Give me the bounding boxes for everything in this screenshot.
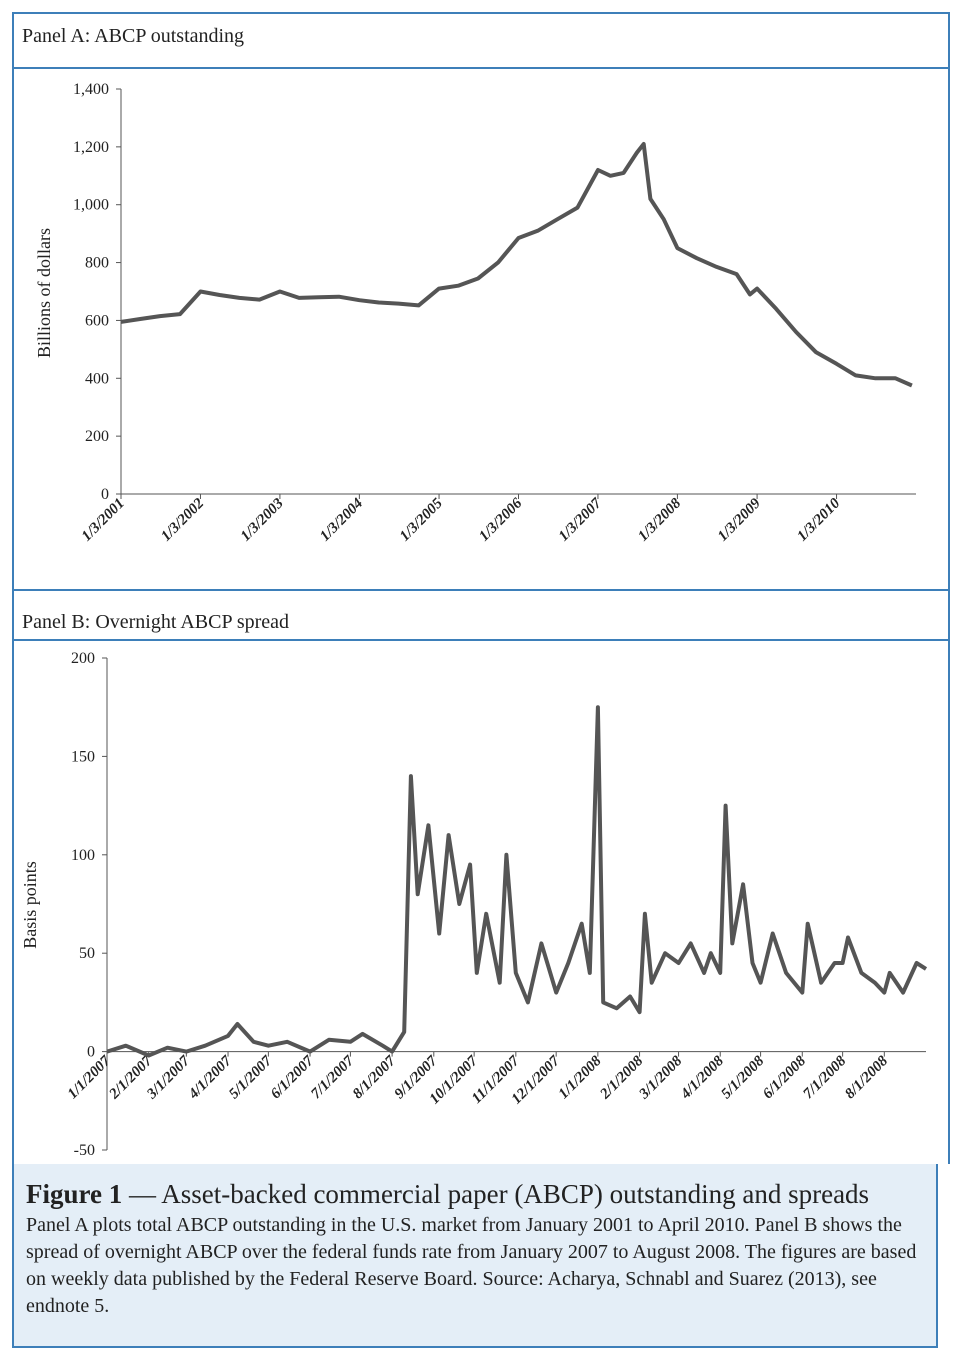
figure-charts: Panel A: ABCP outstanding Panel B: Overn… — [12, 12, 950, 1164]
panel-title: Panel A: ABCP outstanding — [22, 25, 244, 47]
data-line — [106, 705, 928, 1058]
caption-body: Panel A plots total ABCP outstanding in … — [26, 1214, 917, 1317]
y-tick-label: 400 — [85, 370, 109, 387]
y-tick-label: 600 — [85, 312, 109, 329]
y-tick-label: 200 — [71, 650, 95, 667]
y-tick-label: 1,000 — [73, 197, 109, 214]
caption-title: Figure 1 — Asset-backed commercial paper… — [26, 1178, 936, 1210]
x-tick-label: 8/1/2008 — [842, 1053, 891, 1102]
caption-label: Figure 1 — [26, 1179, 123, 1209]
x-tick-label: 6/1/2007 — [268, 1053, 317, 1102]
x-tick-label: 1/3/2004 — [317, 495, 366, 544]
x-tick-label: 1/3/2007 — [556, 495, 605, 544]
x-tick-label: 1/3/2008 — [635, 495, 684, 544]
y-tick-label: 1,200 — [73, 139, 109, 156]
y-tick-label: 100 — [71, 847, 95, 864]
x-tick-label: 5/1/2008 — [718, 1053, 767, 1102]
x-tick-label: 7/1/2008 — [800, 1053, 849, 1102]
y-tick-label: 0 — [87, 1044, 95, 1061]
frame — [12, 12, 950, 1164]
x-tick-label: 7/1/2007 — [308, 1053, 357, 1102]
y-axis-label: Billions of dollars — [34, 228, 54, 358]
x-tick-label: 3/1/2008 — [636, 1053, 686, 1103]
x-tick-label: 2/1/2008 — [597, 1053, 647, 1103]
y-tick-label: 200 — [85, 428, 109, 445]
x-tick-label: 5/1/2007 — [226, 1053, 275, 1102]
x-tick-label: 1/3/2009 — [715, 495, 764, 544]
x-tick-label: 4/1/2007 — [185, 1053, 235, 1103]
x-tick-label: 1/3/2006 — [476, 495, 525, 544]
x-tick-label: 1/3/2003 — [238, 495, 287, 544]
x-tick-label: 1/3/2010 — [794, 495, 843, 544]
x-tick-label: 1/1/2008 — [556, 1053, 605, 1102]
caption: Figure 1 — Asset-backed commercial paper… — [12, 1164, 938, 1348]
caption-heading: — Asset-backed commercial paper (ABCP) o… — [129, 1179, 870, 1209]
data-line — [120, 142, 913, 388]
y-tick-label: 800 — [85, 255, 109, 272]
y-tick-label: 1,400 — [73, 81, 109, 98]
x-tick-label: 4/1/2008 — [677, 1053, 727, 1103]
y-tick-label: 0 — [101, 486, 109, 503]
panel-title: Panel B: Overnight ABCP spread — [22, 611, 289, 633]
x-tick-label: 6/1/2008 — [760, 1053, 809, 1102]
x-tick-label: 1/3/2005 — [397, 495, 446, 544]
y-tick-label: -50 — [74, 1142, 95, 1159]
y-tick-label: 150 — [71, 748, 95, 765]
x-tick-label: 8/1/2007 — [350, 1053, 399, 1102]
x-tick-label: 1/3/2002 — [158, 495, 207, 544]
y-tick-label: 50 — [79, 945, 95, 962]
y-axis-label: Basis points — [20, 861, 40, 949]
